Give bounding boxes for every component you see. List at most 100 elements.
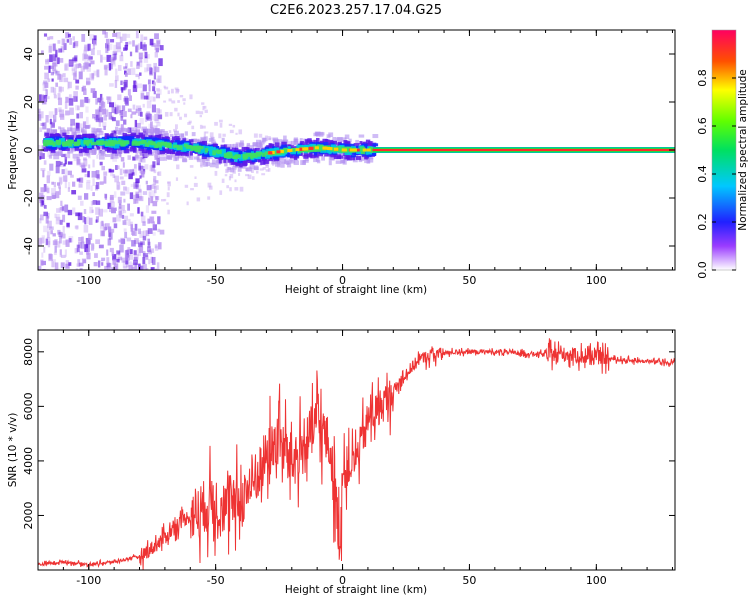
heatmap-noise-cell (97, 260, 101, 268)
heatmap-noise-cell (159, 45, 164, 51)
heatmap-noise-cell (79, 111, 83, 119)
heatmap-noise-cell (136, 64, 140, 69)
heatmap-noise-cell (137, 43, 142, 50)
heatmap-noise-cell (67, 151, 71, 159)
y-tick-label: 6000 (22, 392, 35, 420)
heatmap-noise-cell (131, 262, 136, 268)
heatmap-noise-cell (42, 122, 47, 130)
heatmap-noise-cell (39, 94, 42, 102)
heatmap-noise-cell (82, 121, 87, 129)
heatmap-noise-cell (47, 240, 51, 248)
heatmap-noise-cell (59, 177, 62, 186)
heatmap-noise-cell (120, 80, 123, 86)
heatmap-noise-cell (74, 64, 77, 73)
heatmap-noise-cell (67, 182, 71, 189)
heatmap-noise-cell (90, 88, 96, 93)
heatmap-ridge-cell (260, 159, 266, 165)
heatmap-noise-cell (97, 97, 102, 103)
heatmap-noise-cell (117, 64, 122, 71)
heatmap-ridge-cell (120, 127, 126, 132)
heatmap-noise-cell (245, 174, 249, 177)
heatmap-ridge-cell (52, 142, 56, 147)
heatmap-noise-cell (129, 249, 133, 255)
heatmap-noise-cell (125, 257, 129, 265)
heatmap-noise-cell (137, 75, 141, 80)
heatmap-noise-cell (75, 85, 79, 90)
heatmap-noise-cell (119, 168, 123, 176)
heatmap-noise-cell (288, 141, 293, 146)
heatmap-noise-cell (156, 262, 160, 270)
heatmap-noise-cell (134, 223, 138, 231)
heatmap-noise-cell (150, 164, 156, 172)
heatmap-noise-cell (132, 168, 137, 176)
heatmap-ridge-cell (201, 158, 206, 163)
heatmap-noise-cell (105, 48, 109, 54)
heatmap-ridge-cell (352, 158, 358, 163)
heatmap-ridge-cell (124, 128, 130, 133)
x-tick-label: 0 (339, 274, 346, 287)
heatmap-ridge-cell (112, 151, 117, 156)
heatmap-noise-cell (54, 108, 58, 115)
heatmap-ridge-cell (302, 160, 307, 165)
heatmap-ridge-cell (50, 140, 54, 145)
heatmap-ridge-cell (153, 138, 159, 142)
heatmap-ridge-cell (78, 148, 83, 154)
heatmap-noise-cell (148, 258, 151, 265)
heatmap-noise-cell (130, 183, 136, 188)
heatmap-noise-cell (101, 165, 106, 171)
heatmap-noise-cell (47, 36, 50, 41)
heatmap-noise-cell (84, 125, 90, 129)
heatmap-noise-cell (139, 118, 144, 125)
heatmap-noise-cell (153, 154, 157, 158)
heatmap-noise-cell (43, 80, 48, 84)
heatmap-noise-cell (121, 257, 126, 263)
heatmap-noise-cell (123, 119, 127, 125)
heatmap-noise-cell (139, 246, 144, 253)
y-tick-label: -40 (22, 237, 35, 255)
heatmap-ridge-cell (85, 133, 91, 139)
heatmap-noise-cell (199, 111, 204, 115)
heatmap-hot-cell (304, 147, 309, 151)
heatmap-noise-cell (62, 214, 66, 223)
heatmap-noise-cell (120, 157, 125, 162)
heatmap-ridge-cell (77, 139, 81, 145)
heatmap-noise-cell (92, 114, 96, 119)
heatmap-noise-cell (57, 40, 61, 44)
heatmap-ridge-cell (211, 159, 216, 165)
heatmap-ridge-cell (174, 135, 180, 141)
heatmap-noise-cell (50, 121, 55, 129)
heatmap-hot-cell (279, 149, 284, 153)
heatmap-ridge-cell (96, 146, 101, 150)
heatmap-hot-cell (295, 148, 300, 152)
heatmap-noise-cell (139, 156, 143, 162)
heatmap-noise-cell (106, 96, 111, 100)
heatmap-noise-cell (156, 185, 159, 190)
heatmap-noise-cell (98, 244, 104, 249)
heatmap-noise-cell (128, 261, 132, 267)
heatmap-noise-cell (107, 96, 112, 104)
heatmap-ridge-cell (220, 146, 226, 151)
heatmap-noise-cell (110, 59, 115, 63)
heatmap-ridge-cell (67, 127, 72, 131)
heatmap-noise-cell (154, 113, 159, 121)
heatmap-noise-cell (95, 207, 100, 215)
heatmap-noise-cell (144, 114, 148, 123)
heatmap-noise-cell (175, 88, 179, 94)
heatmap-noise-cell (175, 177, 179, 181)
heatmap-noise-cell (116, 258, 120, 263)
heatmap-noise-cell (51, 181, 54, 185)
heatmap-noise-cell (115, 106, 119, 114)
heatmap-noise-cell (59, 219, 63, 225)
heatmap-noise-cell (71, 190, 77, 195)
heatmap-noise-cell (80, 241, 85, 249)
heatmap-ridge-cell (264, 151, 271, 156)
heatmap-ridge-cell (144, 142, 150, 147)
heatmap-ridge-cell (353, 143, 360, 148)
heatmap-ridge-cell (209, 150, 215, 155)
heatmap-noise-cell (54, 239, 58, 245)
heatmap-noise-cell (96, 50, 101, 56)
heatmap-ridge-cell (304, 139, 308, 143)
heatmap-noise-cell (142, 103, 145, 108)
heatmap-ridge-cell (264, 146, 269, 151)
heatmap-ridge-cell (316, 141, 320, 147)
